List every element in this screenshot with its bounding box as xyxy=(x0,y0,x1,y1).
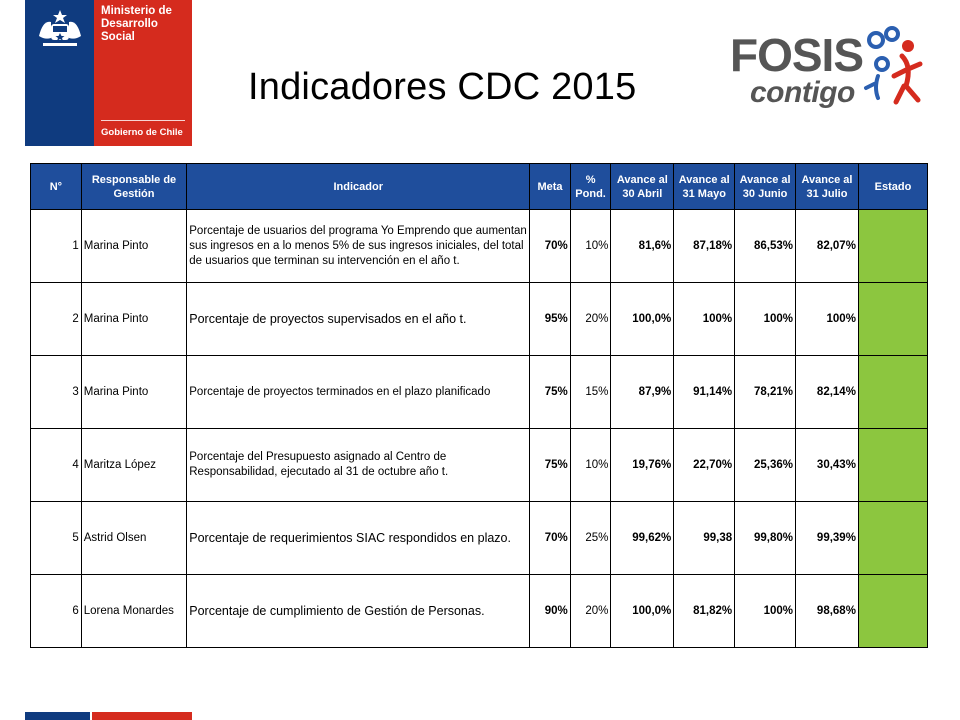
row-responsible: Lorena Monardes xyxy=(80,574,188,648)
people-figures-icon xyxy=(864,26,923,105)
ministry-logo: Ministerio de Desarrollo Social Gobierno… xyxy=(25,0,192,146)
row-weight: 10% xyxy=(569,428,612,502)
row-responsible: Marina Pinto xyxy=(80,282,188,356)
row-progress-june: 86,53% xyxy=(734,209,797,283)
row-goal: 90% xyxy=(529,574,571,648)
row-progress-april: 87,9% xyxy=(610,355,675,429)
row-status-indicator xyxy=(857,209,929,283)
table-row: 5 Astrid Olsen Porcentaje de requerimien… xyxy=(30,501,929,575)
row-status-indicator xyxy=(857,282,929,356)
row-weight: 20% xyxy=(569,574,612,648)
header-progress-may: Avance al 31 Mayo xyxy=(673,163,736,210)
row-progress-april: 99,62% xyxy=(610,501,675,575)
row-goal: 70% xyxy=(529,209,571,283)
row-responsible: Astrid Olsen xyxy=(80,501,188,575)
row-progress-july: 82,07% xyxy=(795,209,859,283)
row-indicator: Porcentaje de proyectos supervisados en … xyxy=(186,282,531,356)
header-responsible: Responsable de Gestión xyxy=(80,163,188,210)
row-number: 6 xyxy=(30,574,82,648)
row-number: 5 xyxy=(30,501,82,575)
indicators-table: N° Responsable de Gestión Indicador Meta… xyxy=(30,163,929,648)
row-goal: 75% xyxy=(529,355,571,429)
row-progress-july: 82,14% xyxy=(795,355,859,429)
row-progress-may: 81,82% xyxy=(673,574,736,648)
header-indicator: Indicador xyxy=(186,163,531,210)
row-responsible: Maritza López xyxy=(80,428,188,502)
row-weight: 25% xyxy=(569,501,612,575)
row-status-indicator xyxy=(857,355,929,429)
row-progress-july: 98,68% xyxy=(795,574,859,648)
row-status-indicator xyxy=(857,428,929,502)
row-number: 3 xyxy=(30,355,82,429)
header-status: Estado xyxy=(857,163,929,210)
table-header-row: N° Responsable de Gestión Indicador Meta… xyxy=(30,163,929,210)
footer-red-bar xyxy=(92,712,192,720)
row-progress-may: 22,70% xyxy=(673,428,736,502)
page-title: Indicadores CDC 2015 xyxy=(248,66,637,108)
row-number: 1 xyxy=(30,209,82,283)
row-indicator: Porcentaje del Presupuesto asignado al C… xyxy=(186,428,531,502)
table-row: 4 Maritza López Porcentaje del Presupues… xyxy=(30,428,929,502)
header-progress-june: Avance al 30 Junio xyxy=(734,163,797,210)
row-number: 2 xyxy=(30,282,82,356)
fosis-wordmark: FOSIS xyxy=(730,29,864,81)
row-progress-june: 25,36% xyxy=(734,428,797,502)
row-progress-may: 99,38 xyxy=(673,501,736,575)
table-row: 1 Marina Pinto Porcentaje de usuarios de… xyxy=(30,209,929,283)
header-progress-july: Avance al 31 Julio xyxy=(795,163,859,210)
row-weight: 15% xyxy=(569,355,612,429)
row-status-indicator xyxy=(857,574,929,648)
row-progress-april: 81,6% xyxy=(610,209,675,283)
row-progress-june: 100% xyxy=(734,574,797,648)
header-weight: % Pond. xyxy=(569,163,612,210)
row-indicator: Porcentaje de requerimientos SIAC respon… xyxy=(186,501,531,575)
table-row: 6 Lorena Monardes Porcentaje de cumplimi… xyxy=(30,574,929,648)
header-number: N° xyxy=(30,163,82,210)
row-indicator: Porcentaje de usuarios del programa Yo E… xyxy=(186,209,531,283)
header-goal: Meta xyxy=(529,163,571,210)
row-weight: 20% xyxy=(569,282,612,356)
row-goal: 95% xyxy=(529,282,571,356)
row-progress-july: 99,39% xyxy=(795,501,859,575)
row-progress-may: 91,14% xyxy=(673,355,736,429)
table-row: 2 Marina Pinto Porcentaje de proyectos s… xyxy=(30,282,929,356)
row-goal: 70% xyxy=(529,501,571,575)
row-responsible: Marina Pinto xyxy=(80,355,188,429)
footer-blue-bar xyxy=(25,712,90,720)
fosis-tagline: contigo xyxy=(750,76,855,109)
row-indicator: Porcentaje de proyectos terminados en el… xyxy=(186,355,531,429)
row-progress-june: 99,80% xyxy=(734,501,797,575)
government-label: Gobierno de Chile xyxy=(101,127,183,138)
row-weight: 10% xyxy=(569,209,612,283)
row-progress-may: 100% xyxy=(673,282,736,356)
row-status-indicator xyxy=(857,501,929,575)
row-progress-june: 100% xyxy=(734,282,797,356)
header-progress-april: Avance al 30 Abril xyxy=(610,163,675,210)
ministry-name: Ministerio de Desarrollo Social xyxy=(101,5,172,43)
row-progress-may: 87,18% xyxy=(673,209,736,283)
row-indicator: Porcentaje de cumplimiento de Gestión de… xyxy=(186,574,531,648)
row-progress-july: 30,43% xyxy=(795,428,859,502)
row-progress-june: 78,21% xyxy=(734,355,797,429)
row-progress-april: 100,0% xyxy=(610,574,675,648)
table-row: 3 Marina Pinto Porcentaje de proyectos t… xyxy=(30,355,929,429)
coat-of-arms-icon xyxy=(39,10,81,46)
ministry-divider xyxy=(101,120,185,121)
fosis-logo: FOSIS contigo xyxy=(728,22,928,120)
ministry-logo-red-band xyxy=(94,0,192,146)
row-progress-april: 100,0% xyxy=(610,282,675,356)
row-goal: 75% xyxy=(529,428,571,502)
row-number: 4 xyxy=(30,428,82,502)
row-responsible: Marina Pinto xyxy=(80,209,188,283)
row-progress-july: 100% xyxy=(795,282,859,356)
row-progress-april: 19,76% xyxy=(610,428,675,502)
